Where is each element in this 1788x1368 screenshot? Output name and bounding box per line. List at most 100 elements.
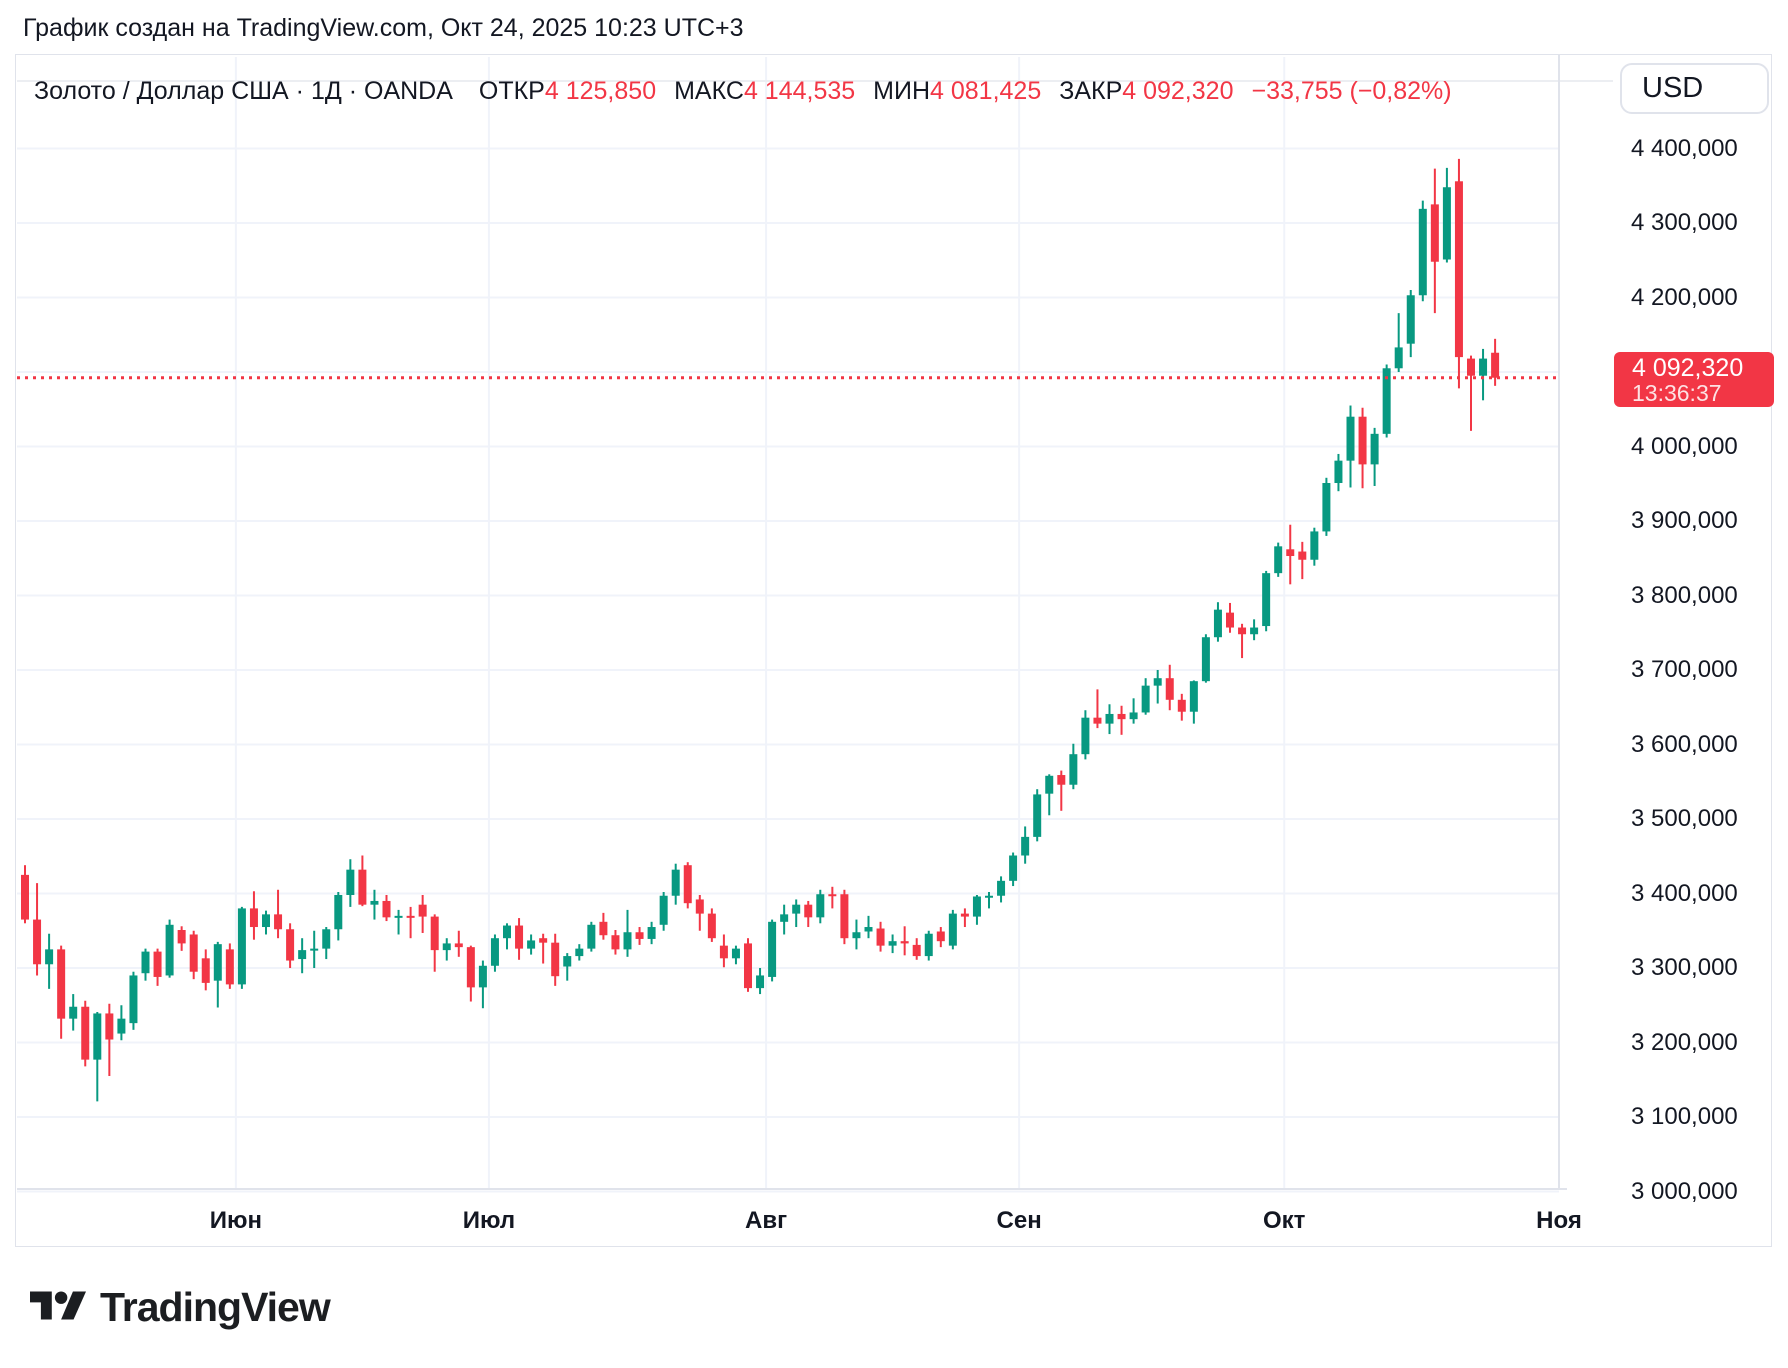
candle-body-06-19 <box>394 915 403 918</box>
candle-body-05-15 <box>93 1013 102 1060</box>
candle-body-10-10 <box>1370 433 1379 465</box>
candle-body-09-11 <box>1117 713 1126 720</box>
candle-body-08-08 <box>828 894 837 897</box>
candle-body-09-08 <box>1081 717 1090 755</box>
candle-body-08-05 <box>792 904 801 914</box>
candle-body-07-09 <box>563 956 572 967</box>
candle-body-06-09 <box>298 950 307 960</box>
candle-body-09-26 <box>1250 627 1259 635</box>
candle-body-08-21 <box>936 931 945 942</box>
candle-body-10-08 <box>1346 416 1355 461</box>
candle-body-05-30 <box>225 949 234 985</box>
candle-body-08-06 <box>804 904 813 918</box>
legend-high: МАКС4 144,535 <box>674 77 855 106</box>
high-value: 4 144,535 <box>743 76 856 105</box>
open-label: ОТКР <box>478 76 545 105</box>
candle-body-09-05 <box>1069 754 1078 785</box>
candle-body-05-27 <box>189 934 198 972</box>
candle-body-10-01 <box>1286 549 1295 557</box>
candle-body-07-03 <box>515 925 524 949</box>
candle-body-08-19 <box>912 944 921 957</box>
candle-body-06-05 <box>274 914 283 930</box>
candle-body-09-02 <box>1033 794 1042 837</box>
candle-body-07-11 <box>587 924 596 949</box>
candle-body-06-11 <box>322 929 331 949</box>
candle-body-09-29 <box>1262 573 1271 627</box>
candle-body-09-01 <box>1021 836 1030 856</box>
candle-body-07-31 <box>756 975 765 989</box>
candle-body-08-27 <box>985 895 993 898</box>
x-axis-label: Июн <box>209 1207 262 1234</box>
y-axis-label: 3 800,000 <box>1631 581 1738 609</box>
currency-button[interactable]: USD <box>1620 63 1769 114</box>
y-axis-label: 3 900,000 <box>1631 507 1738 534</box>
x-axis-label: Ноя <box>1536 1207 1582 1234</box>
candlestick-chart[interactable] <box>16 55 1771 1246</box>
candle-body-06-10 <box>310 948 319 951</box>
candle-body-05-19 <box>117 1018 126 1034</box>
candle-body-05-26 <box>177 930 186 944</box>
x-axis-label: Сен <box>996 1207 1042 1234</box>
candle-body-07-30 <box>744 943 752 989</box>
candle-body-09-03 <box>1045 775 1054 794</box>
candle-body-07-07 <box>539 938 548 943</box>
candle-body-07-25 <box>707 913 716 939</box>
candle-body-08-13 <box>864 927 873 932</box>
candle-body-10-16 <box>1418 208 1427 296</box>
candle-body-08-25 <box>960 913 969 917</box>
candle-body-05-09 <box>45 949 54 965</box>
y-axis-label: 3 100,000 <box>1631 1103 1738 1130</box>
y-axis-label: 3 700,000 <box>1631 656 1738 683</box>
candle-body-10-22 <box>1467 358 1475 376</box>
y-axis-label: 3 400,000 <box>1631 879 1738 907</box>
candle-body-07-15 <box>611 935 620 950</box>
candle-body-06-03 <box>249 908 258 928</box>
candle-body-05-22 <box>153 951 162 977</box>
close-label: ЗАКР <box>1059 76 1123 105</box>
candle-body-06-20 <box>406 915 415 918</box>
y-axis-label: 4 400,000 <box>1631 134 1738 162</box>
y-axis-label: 3 500,000 <box>1631 805 1738 832</box>
legend-change: −33,755 (−0,82%) <box>1251 76 1452 105</box>
candle-body-06-26 <box>454 943 463 948</box>
candle-body-05-29 <box>213 944 222 981</box>
candle-body-05-07 <box>21 874 29 920</box>
candle-body-07-01 <box>490 938 499 966</box>
last-price-badge: 4 092,320 13:36:37 <box>1614 351 1774 407</box>
candle-body-07-28 <box>719 945 728 959</box>
y-axis-label: 3 600,000 <box>1631 730 1738 758</box>
y-axis-label: 4 200,000 <box>1631 283 1738 311</box>
candle-body-09-19 <box>1189 681 1198 712</box>
candle-body-09-17 <box>1165 678 1174 700</box>
candle-body-07-23 <box>683 865 692 904</box>
candle-body-10-02 <box>1298 551 1307 560</box>
y-axis-label: 3 000,000 <box>1631 1177 1738 1205</box>
y-axis-label: 4 000,000 <box>1631 432 1738 460</box>
candle-body-05-21 <box>141 951 150 974</box>
last-price: 4 092,320 <box>1632 353 1744 382</box>
candle-body-05-20 <box>129 975 138 1024</box>
candle-body-07-18 <box>647 927 656 939</box>
chart-legend: Золото / Доллар США · 1Д · OANDA ОТКР4 1… <box>34 68 1452 114</box>
low-value: 4 081,425 <box>930 76 1042 105</box>
legend-close: ЗАКР4 092,320 <box>1059 77 1233 106</box>
candle-body-08-29 <box>1009 855 1018 881</box>
high-label: МАКС <box>674 76 744 105</box>
candle-body-10-20 <box>1442 187 1451 260</box>
legend-open: ОТКР4 125,850 <box>479 77 656 106</box>
candle-body-10-09 <box>1358 416 1367 465</box>
candle-body-08-22 <box>948 913 957 946</box>
x-axis-label: Июл <box>462 1207 516 1234</box>
candle-body-09-10 <box>1105 713 1114 724</box>
candle-body-06-13 <box>346 869 355 895</box>
candle-body-06-17 <box>370 900 379 905</box>
candle-body-06-16 <box>358 869 367 905</box>
candle-body-10-17 <box>1430 204 1439 262</box>
candle-body-05-12 <box>57 949 66 1019</box>
candle-body-09-25 <box>1238 627 1247 635</box>
candle-body-08-04 <box>780 914 789 922</box>
candle-body-10-23 <box>1479 358 1488 376</box>
candle-body-09-15 <box>1141 685 1150 713</box>
countdown-timer: 13:36:37 <box>1632 379 1722 406</box>
candle-body-09-04 <box>1057 775 1066 785</box>
